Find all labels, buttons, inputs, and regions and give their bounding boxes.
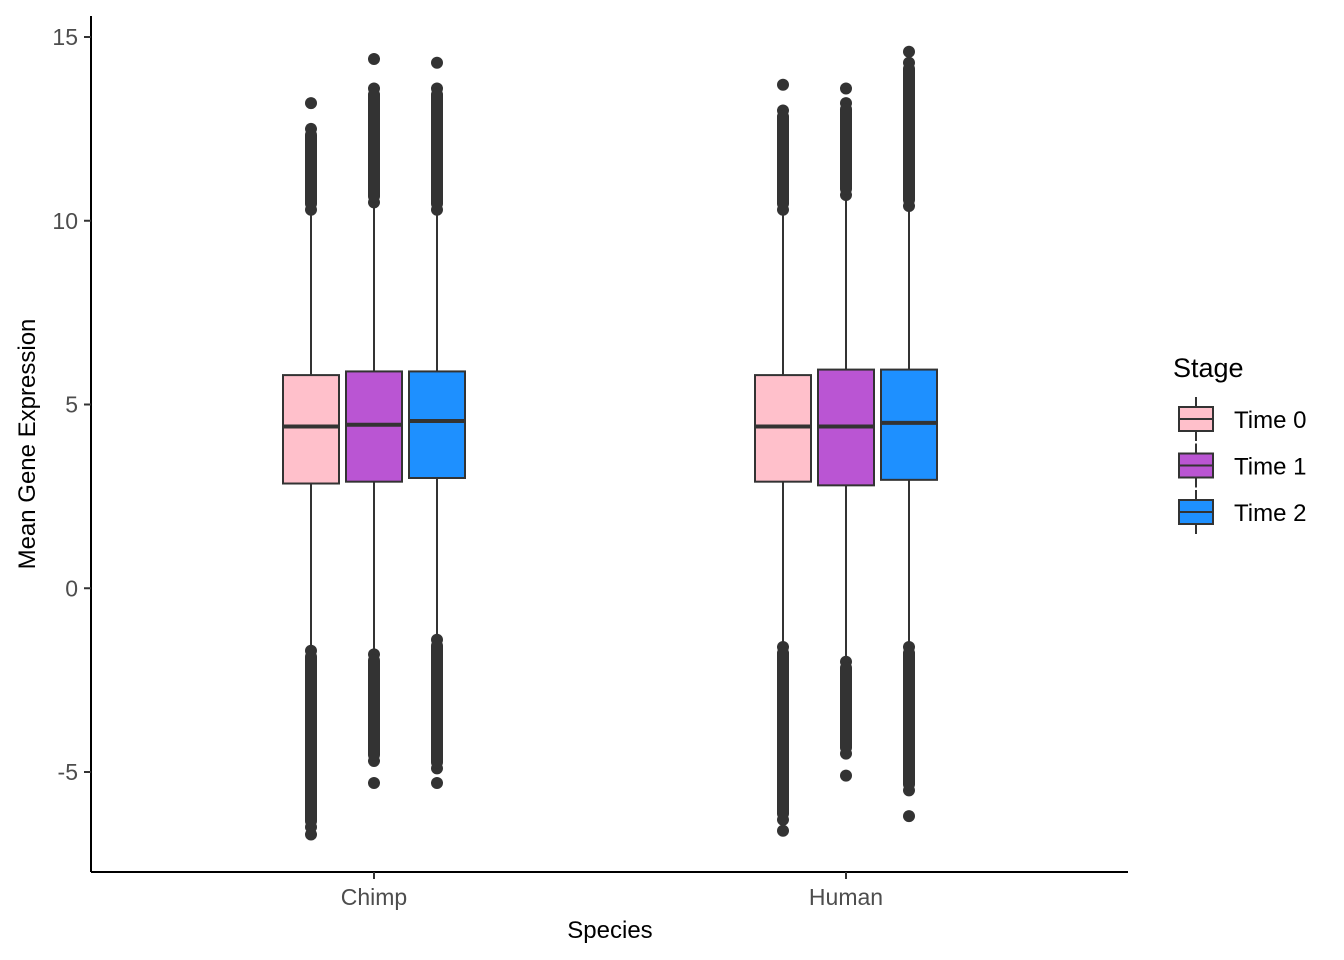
legend-label: Time 0 xyxy=(1234,407,1306,434)
outlier-cluster xyxy=(305,650,317,828)
box-group xyxy=(754,78,812,837)
outlier-point xyxy=(777,824,789,837)
x-tick-label: Human xyxy=(809,884,883,910)
outlier-cluster xyxy=(903,647,915,791)
outlier-point xyxy=(777,78,789,91)
outlier-point xyxy=(305,828,317,841)
legend-item: Time 0 xyxy=(1178,397,1306,441)
outlier-cluster xyxy=(431,639,443,769)
box xyxy=(408,370,466,479)
legend-label: Time 2 xyxy=(1234,500,1306,527)
legend: Stage Time 0 Time 1 Time 2 xyxy=(1173,353,1306,534)
outlier-point xyxy=(431,56,443,69)
axes: -5 0 5 10 15 Chimp Human xyxy=(52,16,1128,910)
legend-title: Stage xyxy=(1173,353,1244,383)
x-tick-label: Chimp xyxy=(341,884,407,910)
legend-label: Time 1 xyxy=(1234,454,1306,481)
y-tick-label: 0 xyxy=(65,575,78,601)
y-tick-label: 15 xyxy=(52,24,78,50)
outlier-point xyxy=(903,45,915,58)
outlier-cluster xyxy=(305,128,317,210)
box-group xyxy=(880,45,938,823)
box-group xyxy=(282,97,340,841)
outlier-point xyxy=(431,777,443,790)
outlier-cluster xyxy=(431,88,443,210)
y-tick-label: 5 xyxy=(65,392,78,418)
outlier-point xyxy=(903,810,915,823)
outlier-cluster xyxy=(368,88,380,203)
legend-item: Time 1 xyxy=(1178,443,1306,488)
outlier-cluster xyxy=(903,62,915,207)
outlier-point xyxy=(305,97,317,110)
box-group xyxy=(345,53,403,790)
outlier-cluster xyxy=(777,110,789,210)
x-axis-title: Species xyxy=(567,917,652,944)
outlier-point xyxy=(368,777,380,790)
outlier-cluster xyxy=(840,661,852,754)
box-group xyxy=(817,82,875,782)
outlier-cluster xyxy=(777,647,789,820)
box xyxy=(282,374,340,485)
outlier-cluster xyxy=(840,103,852,196)
y-axis-title: Mean Gene Expression xyxy=(14,319,41,570)
outlier-point xyxy=(840,82,852,95)
legend-item: Time 2 xyxy=(1178,490,1306,534)
box-group xyxy=(408,56,466,790)
outlier-point xyxy=(368,53,380,66)
y-tick-label: -5 xyxy=(58,759,78,785)
plot-area xyxy=(282,45,938,841)
outlier-point xyxy=(840,769,852,782)
outlier-cluster xyxy=(368,654,380,761)
y-tick-label: 10 xyxy=(52,208,78,234)
